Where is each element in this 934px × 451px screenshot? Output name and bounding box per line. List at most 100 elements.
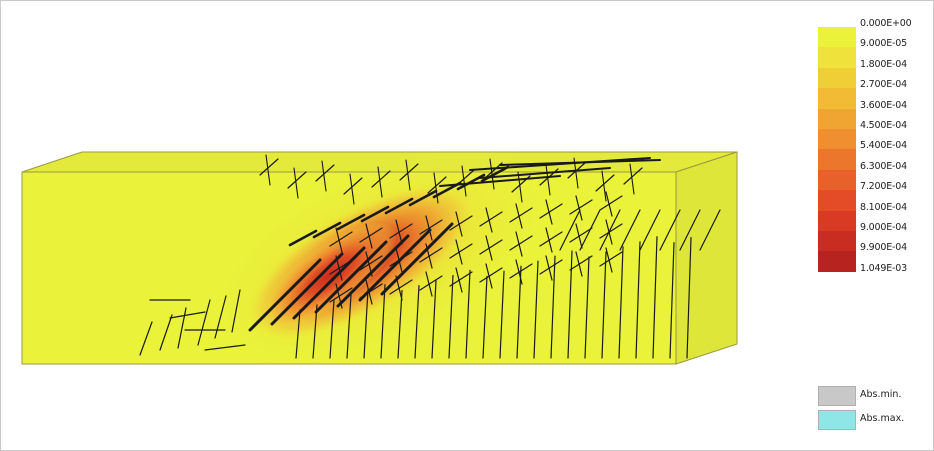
crack-segment: [605, 191, 613, 217]
crack-segment: [315, 164, 335, 182]
crack-segment: [214, 295, 227, 339]
legend-swatch: [818, 210, 856, 232]
crack-segment: [515, 231, 523, 257]
crack-segment: [389, 279, 413, 295]
crack-segment: [509, 263, 533, 279]
crack-segment: [349, 173, 355, 205]
crack-segment: [329, 231, 353, 247]
crack-segment: [509, 207, 533, 223]
crack-segment: [358, 228, 432, 302]
crack-segment: [169, 311, 206, 319]
legend-swatch: [818, 190, 856, 212]
beam-side-face: [675, 151, 738, 365]
crack-segment: [516, 265, 522, 359]
crack-segment: [408, 189, 438, 207]
crack-segment: [433, 172, 439, 204]
crack-segment: [295, 309, 301, 359]
legend-entry: 0.000E+00: [818, 18, 934, 48]
legend-abs-max: Abs.max.: [818, 410, 934, 430]
legend-label: 9.000E-04: [860, 221, 907, 233]
crack-segment: [380, 222, 454, 296]
crack-segment: [449, 215, 473, 231]
crack-segment: [550, 255, 556, 359]
crack-segment: [363, 289, 369, 359]
crack-segment: [485, 207, 493, 233]
legend-entry: 6.300E-04: [818, 161, 934, 191]
crack-segment: [399, 163, 419, 181]
crack-segment: [533, 260, 539, 359]
crack-segment: [312, 304, 318, 359]
crack-segment: [177, 307, 187, 349]
crack-segment: [314, 240, 388, 314]
crack-segment: [197, 299, 211, 346]
crack-segment: [371, 170, 391, 188]
legend-entry: 2.700E-04: [818, 79, 934, 110]
crack-segment: [455, 169, 475, 187]
crack-segment: [485, 235, 493, 261]
legend-label: 3.600E-04: [860, 99, 907, 111]
legend-swatch: [818, 108, 856, 130]
crack-segment: [545, 255, 553, 281]
crack-segment: [419, 275, 443, 291]
crack-segment: [699, 209, 721, 251]
abs-min-label: Abs.min.: [860, 389, 902, 400]
legend-entry: 9.000E-05: [818, 38, 934, 69]
abs-max-swatch: [818, 410, 856, 430]
crack-segment: [359, 255, 383, 271]
crack-segment: [455, 267, 463, 293]
crack-segment: [414, 284, 420, 359]
crack-segment: [360, 205, 390, 223]
crack-segment: [652, 236, 658, 359]
crack-segment: [669, 242, 675, 359]
crack-segment: [601, 251, 607, 359]
crack-segment: [515, 259, 523, 285]
legend-swatch: [818, 47, 856, 69]
crack-segment: [397, 290, 403, 359]
crack-segment: [545, 199, 553, 225]
abs-max-label: Abs.max.: [860, 413, 905, 424]
crack-segment: [509, 235, 533, 251]
crack-segment: [288, 229, 318, 247]
legend-label: 4.500E-04: [860, 119, 907, 131]
crack-segment: [419, 247, 443, 263]
crack-segment: [312, 221, 342, 239]
crack-segment: [384, 197, 414, 215]
crack-segment: [259, 158, 279, 176]
crack-segment: [619, 209, 641, 251]
crack-segment: [365, 251, 373, 277]
crack-segment: [335, 283, 343, 309]
crack-segment: [248, 258, 322, 332]
crack-segment: [618, 246, 624, 359]
crack-segment: [539, 203, 563, 219]
crack-segment: [599, 209, 621, 251]
legend-label: 6.300E-04: [860, 160, 907, 172]
crack-segment: [595, 174, 615, 192]
crack-segment: [679, 209, 701, 251]
crack-segment: [449, 271, 473, 287]
crack-segment: [204, 344, 246, 351]
crack-segment: [335, 227, 343, 253]
crack-segment: [419, 219, 443, 235]
crack-segment: [575, 223, 583, 249]
color-legend: 0.000E+00 9.000E-05 1.800E-04 2.700E-04 3.60…: [818, 18, 934, 292]
crack-segment: [584, 256, 590, 359]
crack-segment: [455, 211, 463, 237]
crack-segment: [431, 279, 437, 359]
legend-entry: 4.500E-04: [818, 120, 934, 150]
legend-swatch: [818, 149, 856, 171]
crack-segment: [659, 209, 681, 251]
crack-segment: [482, 275, 488, 359]
legend-swatch: [818, 27, 856, 48]
crack-segment: [425, 215, 433, 241]
legend-swatch: [818, 230, 856, 252]
crack-segment: [479, 267, 503, 283]
crack-segment: [639, 209, 661, 251]
crack-segment: [605, 247, 613, 273]
crack-segment: [139, 321, 153, 356]
legend-entry: 9.900E-04: [818, 242, 934, 273]
legend-swatch: [818, 128, 856, 150]
crack-segment: [395, 247, 403, 273]
legend-label: 1.800E-04: [860, 58, 907, 70]
crack-segment: [569, 255, 593, 271]
